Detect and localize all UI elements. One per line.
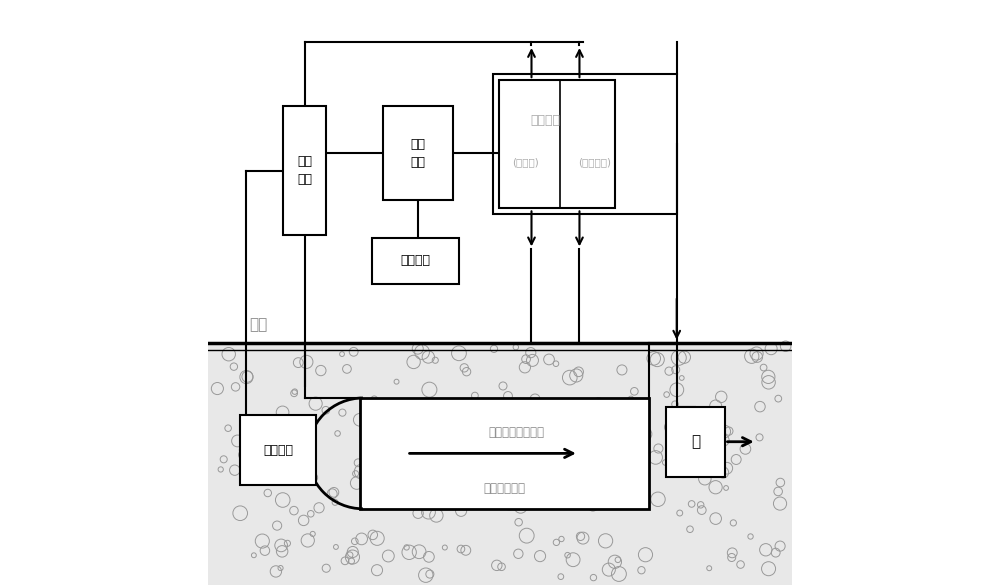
Text: 控制
回路: 控制 回路: [411, 138, 426, 169]
Text: 埋地金属管道: 埋地金属管道: [483, 482, 525, 495]
FancyBboxPatch shape: [499, 80, 615, 209]
Text: (主回路): (主回路): [512, 157, 538, 167]
Text: 参比电极: 参比电极: [263, 444, 293, 457]
Text: (备用回路): (备用回路): [579, 157, 612, 167]
FancyBboxPatch shape: [283, 107, 326, 234]
FancyBboxPatch shape: [666, 407, 725, 477]
Text: 检测
回路: 检测 回路: [297, 155, 312, 186]
Text: 地面: 地面: [249, 318, 267, 333]
Text: 设定开关: 设定开关: [400, 254, 430, 267]
Text: 换流回路: 换流回路: [530, 114, 560, 127]
FancyBboxPatch shape: [372, 237, 459, 284]
FancyBboxPatch shape: [383, 107, 453, 200]
FancyBboxPatch shape: [240, 415, 316, 485]
FancyBboxPatch shape: [208, 343, 792, 585]
Text: 镁: 镁: [691, 434, 700, 449]
Text: 杂散电流流动方向: 杂散电流流动方向: [488, 426, 544, 439]
FancyBboxPatch shape: [360, 398, 649, 509]
